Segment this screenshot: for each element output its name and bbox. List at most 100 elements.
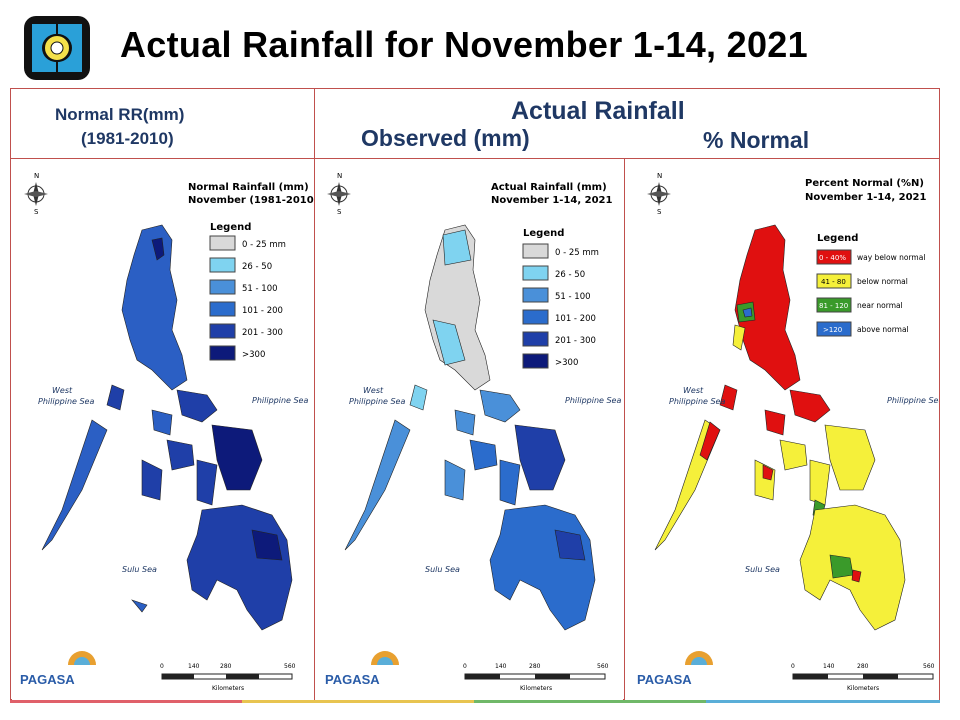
agency-name: PAGASA: [637, 672, 692, 687]
map-title-line1: Actual Rainfall (mm): [491, 182, 607, 193]
legend-swatch: [209, 279, 236, 295]
sea-label-west-2: Philippine Sea: [669, 397, 725, 406]
compass-icon: [327, 182, 351, 206]
pagasa-logo: [22, 14, 92, 82]
agency-name: PAGASA: [20, 672, 75, 687]
compass-icon: [24, 182, 48, 206]
actual-header: Actual Rainfall: [511, 97, 685, 125]
scale-tick: 140: [823, 663, 835, 670]
legend-swatch: [209, 235, 236, 251]
legend-swatch: [522, 287, 549, 303]
panel-divider-1: [314, 159, 315, 701]
legend-swatch: [209, 323, 236, 339]
compass-s: S: [337, 208, 342, 216]
scale-bar: [792, 673, 934, 680]
header-row: [11, 89, 939, 159]
scale-tick: 140: [495, 663, 507, 670]
compass-n: N: [657, 172, 662, 180]
legend-label: 0 - 25 mm: [242, 240, 286, 250]
scale-tick: 0: [463, 663, 467, 670]
map-observed: N S Actual Rainfall (mm) November 1-14, …: [325, 172, 621, 692]
scale-unit: Kilometers: [847, 685, 879, 692]
compass-s: S: [657, 208, 662, 216]
legend-swatch: [816, 249, 852, 265]
legend-swatch: [522, 309, 549, 325]
philippines-map: [654, 224, 906, 631]
legend-swatch: [209, 257, 236, 273]
map-normal: N S Normal Rainfall (mm) November (1981-…: [20, 172, 314, 692]
sea-label-sulu: Sulu Sea: [745, 565, 780, 574]
legend-label: >300: [555, 358, 578, 368]
scale-tick: 280: [529, 663, 541, 670]
legend-swatch: [816, 321, 852, 337]
scale-tick: 0: [160, 663, 164, 670]
compass-icon: [647, 182, 671, 206]
agency-logo-icon: [371, 651, 399, 665]
header-divider: [314, 89, 315, 159]
observed-header: Observed (mm): [361, 125, 530, 151]
legend-heading: Legend: [817, 233, 858, 244]
sea-label-sulu: Sulu Sea: [122, 565, 157, 574]
legend-label: way below normal: [857, 253, 925, 262]
compass-s: S: [34, 208, 39, 216]
map-title-line2: November 1-14, 2021: [491, 195, 612, 206]
map-title-line2: November 1-14, 2021: [805, 192, 926, 203]
sea-label-sulu: Sulu Sea: [425, 565, 460, 574]
map-panel-observed: N S Actual Rainfall (mm) November 1-14, …: [315, 160, 623, 700]
panel-divider-2: [624, 159, 625, 701]
legend-label: below normal: [857, 277, 908, 286]
maps-frame: Normal RR(mm) (1981-2010) Actual Rainfal…: [10, 88, 940, 701]
map-title-line1: Normal Rainfall (mm): [188, 182, 309, 193]
sea-label-west: West: [683, 386, 704, 395]
legend-swatch: [816, 297, 852, 313]
footer-bar-blue: [706, 700, 940, 703]
scale-tick: 560: [597, 663, 609, 670]
scale-tick: 280: [220, 663, 232, 670]
legend-label: 26 - 50: [555, 270, 585, 280]
legend-label: 26 - 50: [242, 262, 272, 272]
legend-swatch: [522, 353, 549, 369]
philippines-map: [41, 224, 293, 631]
legend-swatch: [816, 273, 852, 289]
legend-range: >120: [823, 326, 842, 334]
sea-label-east: Philippine Sea: [252, 396, 308, 405]
legend-swatch: [522, 243, 549, 259]
legend-label: near normal: [857, 301, 903, 310]
legend-label: 201 - 300: [555, 336, 596, 346]
legend-heading: Legend: [210, 222, 251, 233]
legend-swatch: [522, 265, 549, 281]
scale-unit: Kilometers: [212, 685, 244, 692]
agency-name: PAGASA: [325, 672, 380, 687]
legend-range: 81 - 120: [819, 302, 848, 310]
legend-label: 201 - 300: [242, 328, 283, 338]
legend-heading: Legend: [523, 228, 564, 239]
legend-label: above normal: [857, 325, 909, 334]
map-percent: N S Percent Normal (%N) November 1-14, 2…: [637, 172, 939, 692]
sea-label-west: West: [52, 386, 73, 395]
legend-label: >300: [242, 350, 265, 360]
legend-label: 51 - 100: [555, 292, 591, 302]
legend-label: 101 - 200: [555, 314, 596, 324]
scale-tick: 0: [791, 663, 795, 670]
footer-bar-yellow: [242, 700, 474, 703]
legend-swatch: [209, 301, 236, 317]
legend-items: 0 - 40% way below normal 41 - 80 below n…: [816, 249, 925, 337]
page-title: Actual Rainfall for November 1-14, 2021: [120, 24, 808, 65]
scale-tick: 140: [188, 663, 200, 670]
normal-header: Normal RR(mm): [55, 105, 185, 124]
footer-bar-green: [474, 700, 706, 703]
footer-bar-red: [10, 700, 242, 703]
sea-label-west-2: Philippine Sea: [38, 397, 94, 406]
legend-items: 0 - 25 mm 26 - 50 51 - 100 101 - 200 201…: [209, 235, 286, 361]
legend-label: 101 - 200: [242, 306, 283, 316]
legend-items: 0 - 25 mm 26 - 50 51 - 100 101 - 200 201…: [522, 243, 599, 369]
map-title-line2: November (1981-2010): [188, 195, 314, 206]
legend-range: 0 - 40%: [819, 254, 846, 262]
map-panel-percent: N S Percent Normal (%N) November 1-14, 2…: [625, 160, 939, 700]
scale-bar: [161, 673, 293, 680]
map-panel-normal: N S Normal Rainfall (mm) November (1981-…: [12, 160, 314, 700]
scale-unit: Kilometers: [520, 685, 552, 692]
sea-label-east: Philippine Sea: [565, 396, 621, 405]
sea-label-east: Philippine Sea: [887, 396, 939, 405]
agency-logo-icon: [685, 651, 713, 665]
